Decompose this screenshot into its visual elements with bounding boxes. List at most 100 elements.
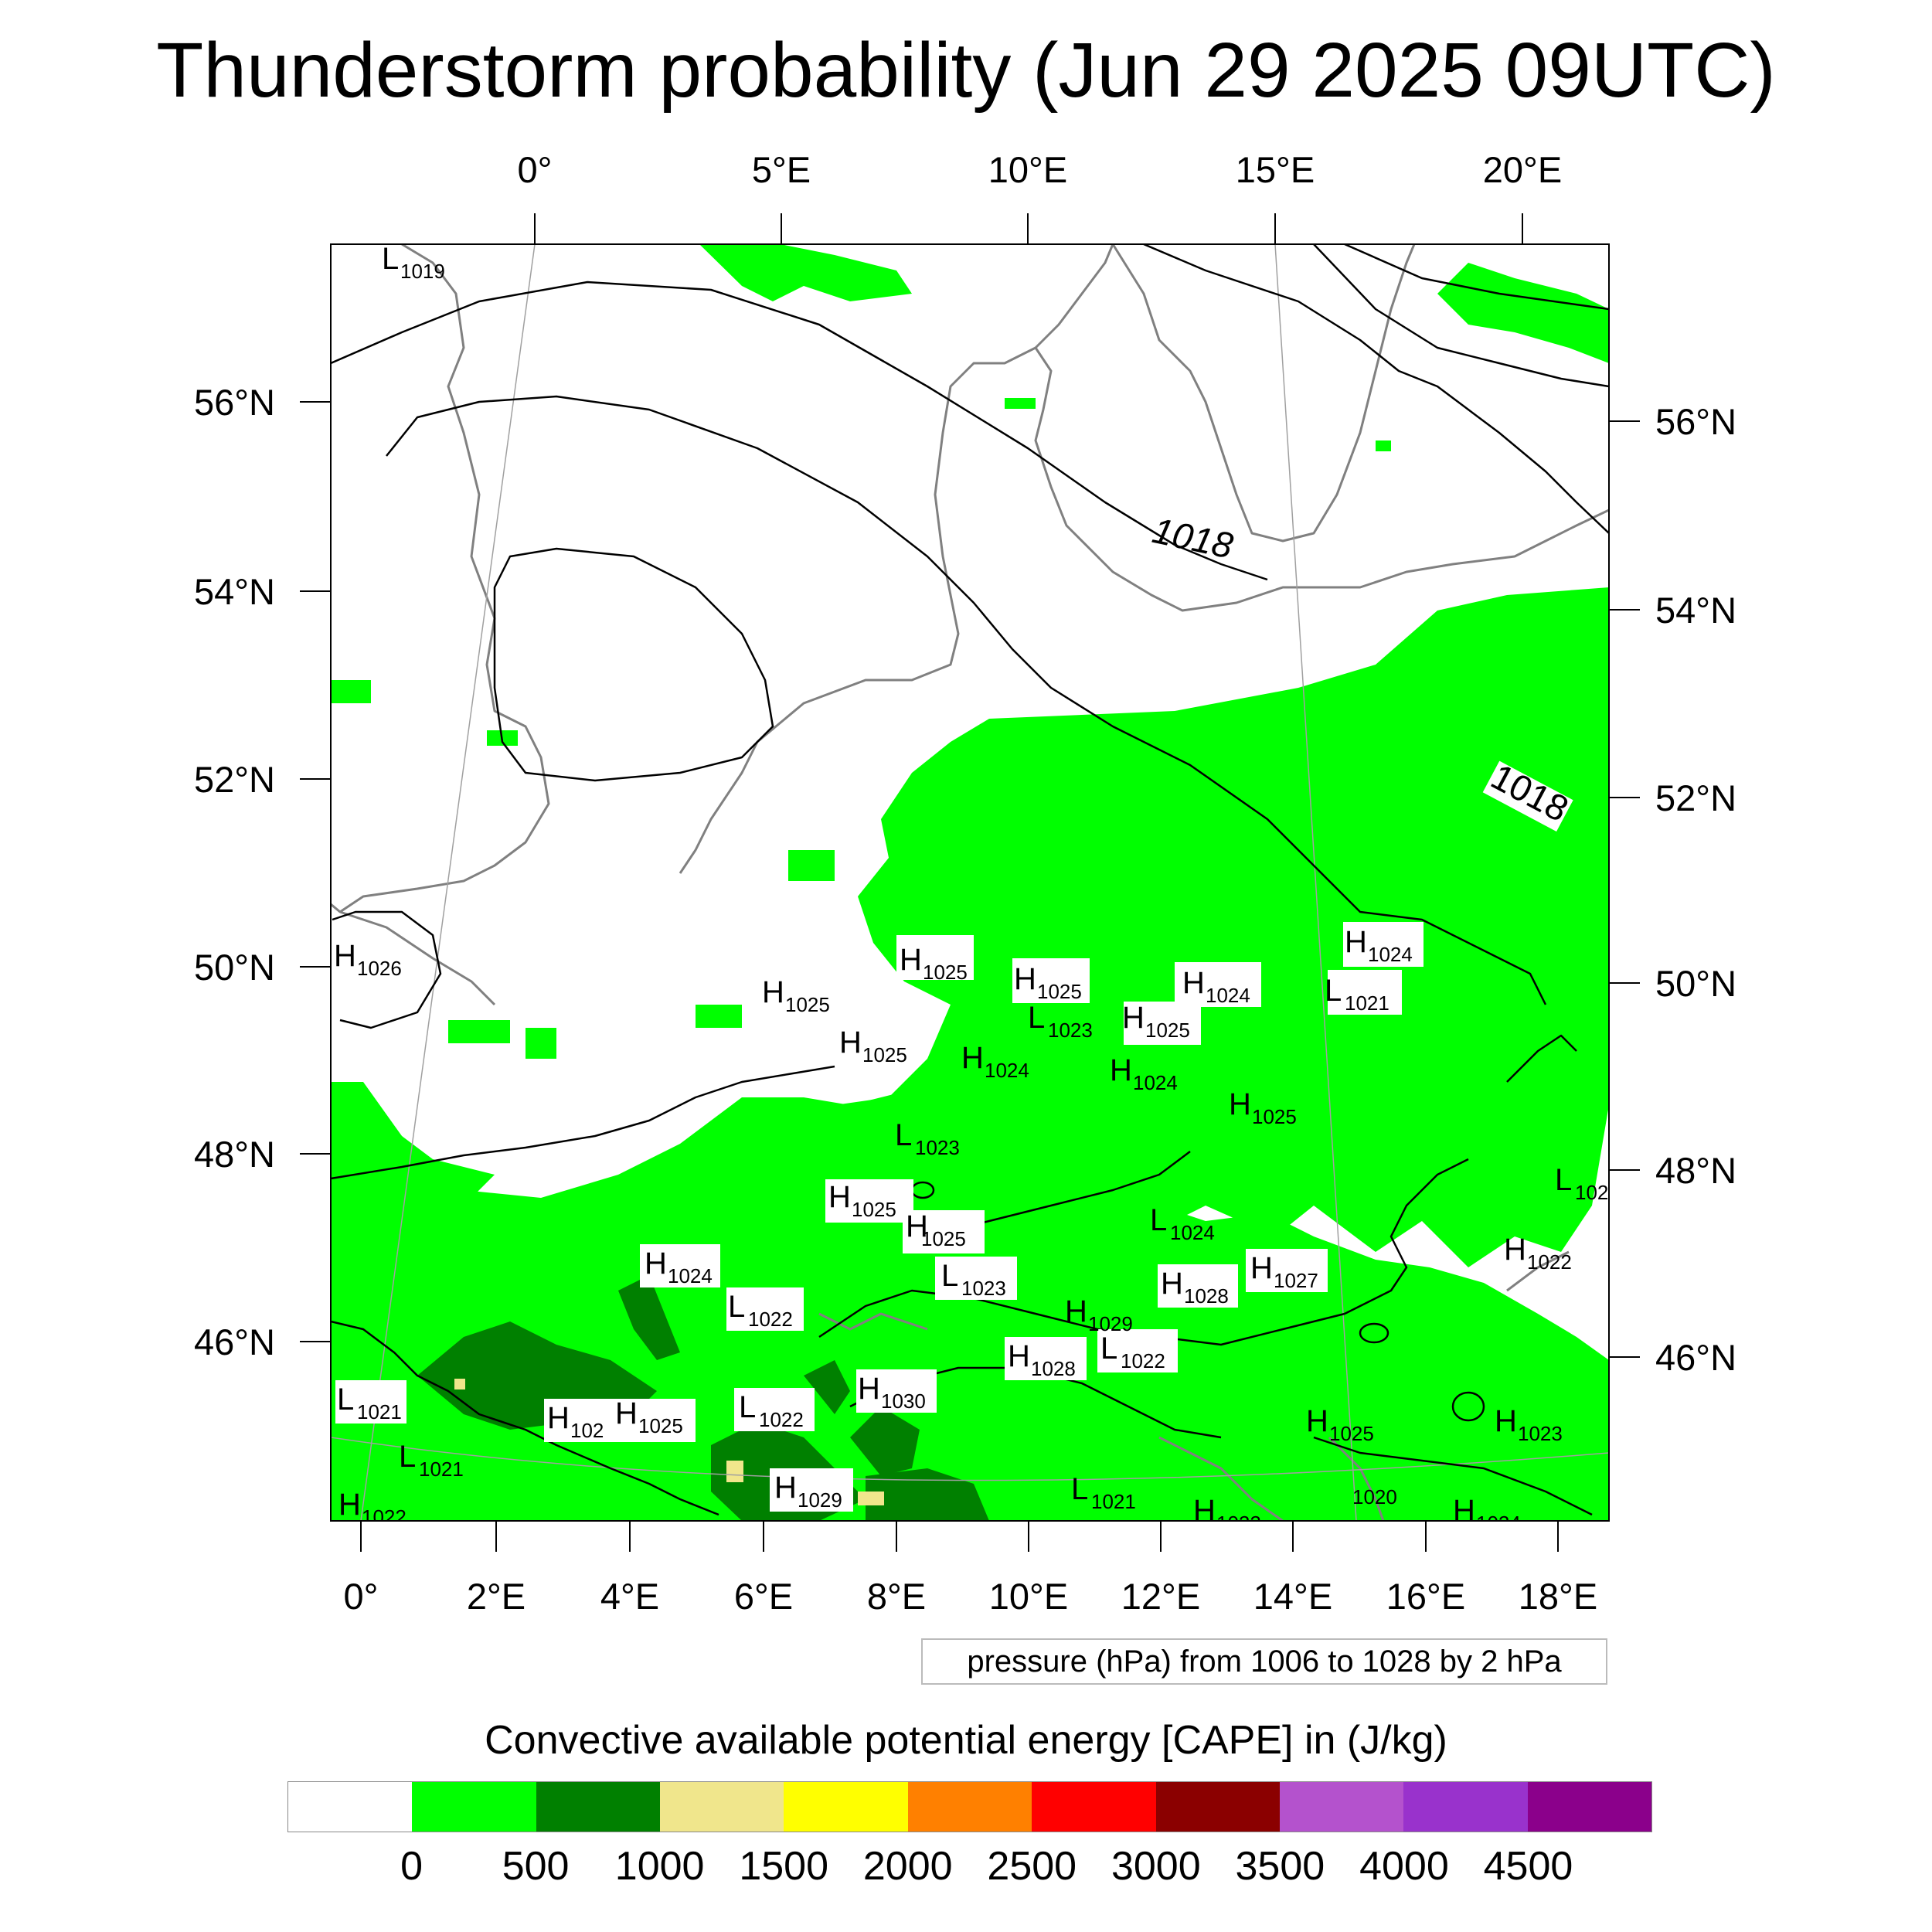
svg-text:H: H <box>1229 1087 1251 1121</box>
svg-text:1022: 1022 <box>1121 1349 1165 1372</box>
svg-text:H: H <box>615 1396 638 1430</box>
coast-baltic-south <box>1314 509 1609 589</box>
center-l1021-1: L 1021 <box>1325 974 1389 1015</box>
svg-text:1023: 1023 <box>1048 1019 1093 1042</box>
center-h1022-3: H 1022 <box>1193 1494 1261 1535</box>
parallel-45n <box>331 1437 1609 1481</box>
svg-text:L: L <box>1028 1001 1045 1035</box>
center-bg-h1030-a <box>856 1369 937 1413</box>
center-h1025-5: H 1025 <box>1122 1001 1190 1042</box>
top-lon-label: 0° <box>518 149 553 190</box>
cape-spot-6 <box>788 850 835 881</box>
left-lat-label: 52°N <box>194 759 275 800</box>
center-h1026: H 1026 <box>334 939 402 980</box>
center-h1028-2: H 1028 <box>1008 1339 1076 1380</box>
center-l1023-3: L 1023 <box>941 1259 1006 1300</box>
colorbar-cell <box>1403 1782 1528 1832</box>
left-lat-label: 48°N <box>194 1134 275 1175</box>
center-bg-h1027-a <box>1246 1249 1328 1292</box>
center-bg-l1022-a <box>726 1287 804 1331</box>
svg-text:1022: 1022 <box>362 1505 406 1529</box>
svg-text:H: H <box>900 943 922 977</box>
isobar-h1026 <box>332 910 442 1029</box>
colorbar-cell <box>288 1782 413 1832</box>
coast-sweden-east <box>1111 244 1416 543</box>
cape-dark-area-6 <box>804 1360 850 1414</box>
bottom-lon-label: 14°E <box>1253 1576 1332 1617</box>
coast-adriatic-east <box>1328 1436 1385 1521</box>
cape-khaki-spot-3 <box>454 1379 465 1389</box>
svg-text:L: L <box>728 1290 745 1324</box>
left-lat-label: 46°N <box>194 1321 275 1362</box>
center-h1030: H 1030 <box>858 1372 926 1413</box>
top-lon-labels: 0° 5°E 10°E 15°E 20°E <box>518 149 1563 190</box>
colorbar-tick-label: 4000 <box>1359 1844 1449 1889</box>
colorbar-tick-label: 2000 <box>862 1844 953 1889</box>
center-h1024-2: H 1024 <box>1345 925 1413 966</box>
center-h1024-1: H 1024 <box>1182 966 1250 1007</box>
svg-text:1028: 1028 <box>1031 1357 1076 1380</box>
center-l1023-2: L 1023 <box>895 1118 960 1159</box>
colorbar-cell <box>1279 1782 1404 1832</box>
svg-text:1022: 1022 <box>759 1408 804 1431</box>
svg-text:1024: 1024 <box>985 1059 1029 1082</box>
left-lat-label: 54°N <box>194 571 275 612</box>
svg-text:H: H <box>1504 1233 1526 1267</box>
colorbar-cell <box>907 1782 1032 1832</box>
chart-title: Thunderstorm probability (Jun 29 2025 09… <box>156 27 1776 114</box>
svg-text:L: L <box>895 1118 912 1152</box>
svg-text:L: L <box>941 1259 958 1293</box>
right-lat-label: 54°N <box>1655 590 1736 631</box>
colorbar <box>287 1781 1652 1832</box>
center-bg-h1025-b <box>1012 958 1090 1003</box>
svg-text:L: L <box>1555 1163 1572 1197</box>
center-bg-h102-a <box>544 1399 621 1442</box>
colorbar-labels: 0 500 1000 1500 2000 2500 3000 3500 4000 4500 <box>287 1843 1652 1889</box>
svg-text:L: L <box>337 1383 354 1417</box>
coast-france-west <box>339 910 496 1006</box>
svg-text:1021: 1021 <box>1091 1490 1136 1513</box>
cape-area-central-europe <box>773 587 1609 1267</box>
coast-netherlands-germany <box>679 346 1314 874</box>
center-h1024-4: H 1024 <box>1110 1053 1178 1094</box>
svg-text:H: H <box>1182 966 1205 1000</box>
svg-text:1020: 1020 <box>1352 1485 1397 1509</box>
bottom-lon-label: 4°E <box>600 1576 659 1617</box>
center-bg-h1025-e <box>825 1179 913 1223</box>
center-bg-h1025-a <box>896 935 974 980</box>
svg-text:L: L <box>1150 1203 1167 1237</box>
top-lon-label: 5°E <box>752 149 811 190</box>
center-bg-l1022-b <box>734 1388 815 1431</box>
cape-khaki-spot-2 <box>858 1492 884 1505</box>
center-h1023: H 1023 <box>1495 1404 1563 1445</box>
svg-text:1024: 1024 <box>1133 1071 1178 1094</box>
svg-text:H: H <box>828 1180 851 1214</box>
bottom-lon-label: 2°E <box>467 1576 526 1617</box>
svg-text:1029: 1029 <box>1088 1312 1133 1335</box>
svg-text:H: H <box>334 939 356 973</box>
colorbar-tick-label: 1500 <box>739 1844 829 1889</box>
center-bg-h1024-c <box>640 1244 720 1287</box>
svg-text:1021: 1021 <box>357 1400 402 1423</box>
center-l1022-3: L 1022 <box>739 1390 804 1431</box>
left-lat-label: 56°N <box>194 382 275 423</box>
isobar-east-1 <box>1344 1158 1469 1315</box>
svg-text:H: H <box>1161 1267 1183 1301</box>
center-h1025-4: H 1025 <box>839 1026 907 1066</box>
colorbar-tick-label: 0 <box>400 1844 423 1889</box>
svg-text:1025: 1025 <box>785 993 830 1016</box>
coast-britain <box>331 244 550 913</box>
svg-text:1025: 1025 <box>862 1043 907 1066</box>
center-l1019: L 1019 <box>382 244 445 283</box>
center-h1022-2: H 1022 <box>338 1488 406 1529</box>
svg-text:H: H <box>1306 1404 1328 1438</box>
svg-text:H: H <box>1065 1294 1087 1328</box>
colorbar-tick-label: 4500 <box>1483 1844 1573 1889</box>
svg-text:H: H <box>547 1401 570 1435</box>
svg-text:1022: 1022 <box>1216 1512 1261 1535</box>
isobar-se-1 <box>1313 1436 1593 1516</box>
right-lat-label: 46°N <box>1655 1337 1736 1378</box>
